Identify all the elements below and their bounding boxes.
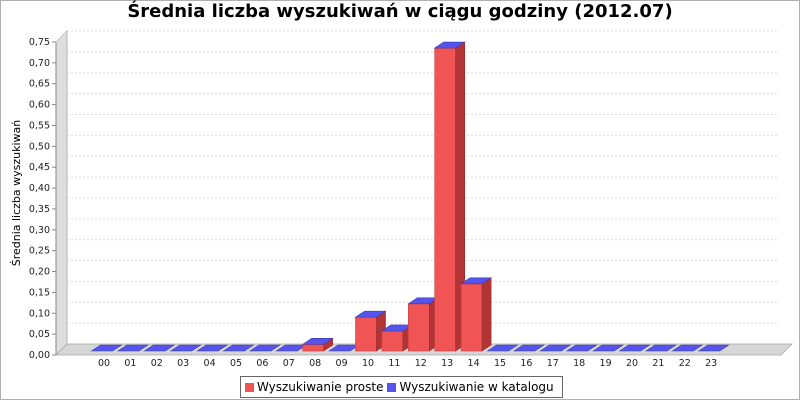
x-tick-label: 19 bbox=[600, 358, 612, 369]
bar-top bbox=[143, 344, 176, 352]
bar bbox=[434, 47, 457, 352]
gridline-side bbox=[55, 260, 68, 272]
x-tick-label: 23 bbox=[705, 358, 717, 369]
y-tick-label: 0,30 bbox=[29, 225, 50, 236]
x-tick-label: 17 bbox=[547, 358, 559, 369]
gridline-side bbox=[55, 281, 68, 293]
x-tick-label: 13 bbox=[441, 358, 453, 369]
bar bbox=[355, 316, 377, 352]
x-tick-label: 02 bbox=[151, 358, 163, 369]
x-tick-label: 22 bbox=[679, 358, 691, 369]
gridline-side bbox=[55, 218, 68, 231]
bar bbox=[407, 303, 430, 352]
bar-side bbox=[481, 277, 492, 352]
bar-top bbox=[460, 277, 493, 285]
x-tick-label: 06 bbox=[256, 358, 268, 369]
x-tick-label: 00 bbox=[98, 358, 110, 369]
y-tick-label: 0,65 bbox=[29, 79, 50, 90]
bar-top bbox=[354, 310, 387, 318]
gridline-side bbox=[55, 72, 68, 85]
gridline-side bbox=[55, 322, 68, 335]
y-tick-label: 0,10 bbox=[29, 308, 50, 319]
y-tick-label: 0,00 bbox=[29, 350, 50, 361]
x-tick-label: 07 bbox=[283, 358, 295, 369]
gridline-side bbox=[55, 114, 68, 126]
gridline-side bbox=[55, 301, 68, 314]
bar bbox=[302, 344, 325, 352]
y-tick-label: 0,45 bbox=[29, 162, 50, 173]
legend-swatch-series-0 bbox=[245, 382, 254, 392]
gridline-side bbox=[55, 93, 68, 105]
bar-top bbox=[433, 41, 466, 49]
x-tick-label: 20 bbox=[626, 358, 638, 369]
y-axis-label: Średnia liczba wyszukiwań bbox=[10, 120, 23, 267]
gridline-side bbox=[55, 155, 68, 168]
chart-title: Średnia liczba wyszukiwań w ciągu godzin… bbox=[127, 1, 673, 22]
bar bbox=[460, 283, 483, 352]
legend-item-series-1: Wyszukiwanie w katalogu bbox=[387, 380, 554, 394]
bar-top bbox=[169, 344, 202, 352]
bar-top bbox=[565, 344, 598, 352]
legend-swatch-series-1 bbox=[387, 382, 397, 392]
y-tick-label: 0,05 bbox=[29, 329, 50, 340]
bar-top bbox=[539, 344, 572, 352]
bar-top bbox=[644, 344, 677, 352]
gridline-side bbox=[55, 30, 68, 43]
x-tick-label: 01 bbox=[124, 358, 136, 369]
bar-top bbox=[222, 344, 255, 352]
x-tick-label: 03 bbox=[177, 358, 189, 369]
gridline-side bbox=[55, 239, 68, 252]
legend: Wyszukiwanie proste Wyszukiwanie w katal… bbox=[240, 376, 563, 398]
gridline-side bbox=[55, 197, 68, 210]
gridline-side bbox=[55, 51, 68, 64]
plot-back-wall bbox=[67, 31, 778, 344]
legend-label-series-0: Wyszukiwanie proste bbox=[257, 380, 384, 394]
y-tick-label: 0,60 bbox=[29, 100, 50, 111]
bar-top bbox=[671, 344, 704, 352]
bar-top bbox=[301, 338, 334, 345]
plot-left-wall bbox=[55, 30, 68, 356]
y-tick-label: 0,70 bbox=[29, 58, 50, 69]
y-tick-label: 0,40 bbox=[29, 183, 50, 194]
bar-top bbox=[592, 344, 625, 352]
x-tick-label: 05 bbox=[230, 358, 242, 369]
legend-item-series-0: Wyszukiwanie proste bbox=[245, 380, 383, 394]
bar-top bbox=[90, 344, 123, 352]
y-tick-label: 0,25 bbox=[29, 246, 50, 257]
x-tick-label: 04 bbox=[204, 358, 216, 369]
gridline-side bbox=[55, 134, 68, 147]
x-tick-label: 08 bbox=[309, 358, 321, 369]
x-tick-label: 16 bbox=[520, 358, 532, 369]
x-tick-label: 10 bbox=[362, 358, 374, 369]
y-tick-label: 0,55 bbox=[29, 120, 50, 131]
x-tick-label: 11 bbox=[388, 358, 400, 369]
y-tick-label: 0,35 bbox=[29, 204, 50, 215]
bar-top bbox=[248, 344, 281, 352]
y-tick-label: 0,50 bbox=[29, 141, 50, 152]
bar bbox=[381, 330, 404, 352]
x-tick-label: 09 bbox=[336, 358, 348, 369]
bar-top bbox=[618, 344, 651, 352]
legend-label-series-1: Wyszukiwanie w katalogu bbox=[399, 380, 554, 394]
x-tick-label: 15 bbox=[494, 358, 506, 369]
bar-top bbox=[116, 344, 149, 352]
x-tick-label: 21 bbox=[652, 358, 664, 369]
y-tick-label: 0,75 bbox=[29, 37, 50, 48]
bar-top bbox=[697, 344, 730, 352]
x-tick-label: 12 bbox=[415, 358, 427, 369]
bar-top bbox=[512, 344, 545, 352]
bar-top bbox=[486, 344, 519, 352]
x-tick-label: 14 bbox=[468, 358, 480, 369]
x-tick-label: 18 bbox=[573, 358, 585, 369]
gridline-side bbox=[55, 176, 68, 189]
bar-top bbox=[196, 344, 229, 352]
y-tick-label: 0,20 bbox=[29, 267, 50, 278]
y-tick-label: 0,15 bbox=[29, 287, 50, 298]
